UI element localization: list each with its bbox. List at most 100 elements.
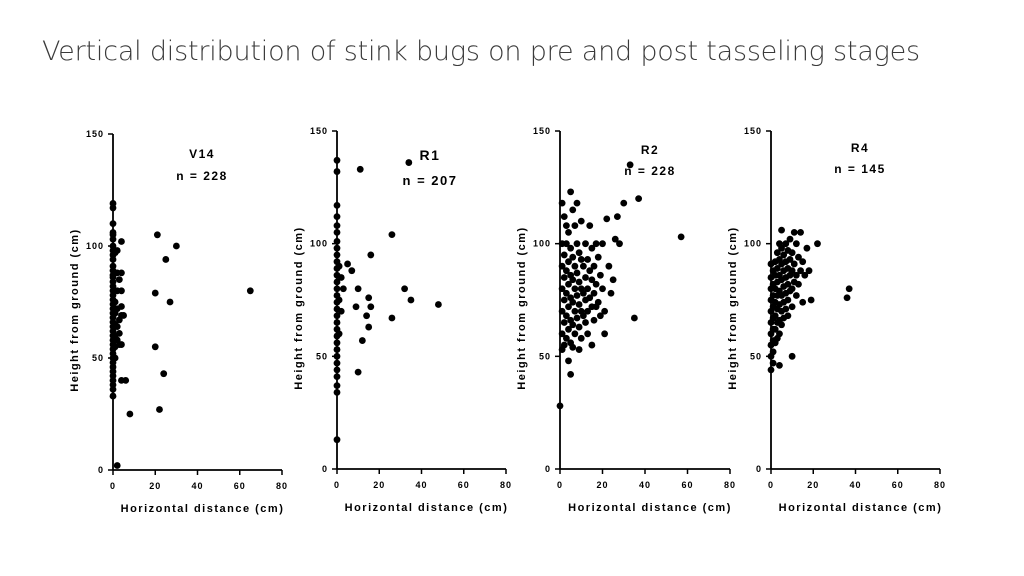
y-tick-label: 100 [744,239,762,249]
data-point [348,267,356,275]
data-point [401,285,408,293]
x-tick-label: 80 [276,481,288,491]
data-point [567,188,575,196]
data-point [782,305,790,313]
data-point [569,206,577,214]
data-point [584,256,592,263]
data-point [575,278,583,286]
data-point [120,312,127,319]
data-point [605,262,613,270]
x-tick-label: 20 [373,480,385,490]
data-point [333,278,341,286]
data-point [784,296,792,304]
data-point [575,346,583,353]
data-point [435,301,442,308]
panel-n-label: n = 145 [834,162,886,176]
data-point [584,330,592,338]
data-point [352,303,360,311]
data-point [333,339,341,347]
data-point [584,307,592,315]
data-point [556,402,564,410]
data-point [788,352,796,360]
data-point [795,280,802,288]
data-point [773,265,781,272]
y-tick-label: 50 [750,351,762,361]
data-point [122,377,130,384]
data-point [126,410,134,418]
data-point [567,370,575,378]
data-point [118,303,125,310]
data-point [565,303,572,311]
data-point [773,249,781,257]
data-point [111,298,119,306]
data-point [337,307,345,315]
data-point [335,330,343,338]
data-point [333,359,341,367]
data-point [246,287,254,295]
data-point [769,359,777,367]
data-point [807,296,815,304]
data-point [109,235,117,243]
data-point [573,314,581,322]
panel-n-label: n = 228 [624,164,676,178]
data-point [562,334,570,342]
x-tick-label: 20 [807,480,819,490]
x-tick-label: 80 [500,480,512,490]
data-point [339,285,347,293]
x-tick-label: 60 [681,480,693,490]
data-point [405,159,413,166]
data-point [611,235,619,243]
y-tick-label: 150 [533,126,551,136]
y-axis-label: Height from ground (cm) [69,228,81,391]
x-tick-label: 20 [596,480,608,490]
data-point [113,462,121,469]
data-point [115,329,123,337]
x-tick-label: 40 [415,480,427,490]
data-point [160,370,168,378]
y-tick-label: 50 [92,353,104,363]
data-point [113,323,121,331]
chart-panel-v14: 0 20 40 60 80 0 50 100 150 Horizontal distance (c… [69,129,288,515]
chart-panel-r4: 0 20 40 60 80 0 50 100 150 Horizontal distance (c… [727,126,945,514]
data-point [790,260,798,268]
data-point [592,240,600,248]
data-point [586,222,594,230]
x-tick-label: 0 [768,480,774,490]
data-point [388,231,396,239]
data-point [786,256,794,263]
data-point [782,240,790,248]
data-point [596,312,604,320]
data-point [115,276,123,283]
data-point [118,341,125,348]
data-point [333,244,341,252]
data-point [579,312,587,320]
data-point [801,271,809,279]
data-point [577,256,585,263]
x-axis-label: Horizontal distance (cm) [345,502,509,514]
data-point [333,285,341,293]
data-point [109,256,117,263]
data-point [569,321,577,329]
chart-panel-r1: 0 20 40 60 80 0 50 100 150 Horizontal distance (c… [293,126,512,514]
data-point [333,382,341,390]
data-point [607,289,615,297]
data-point [109,385,117,393]
x-tick-label: 60 [892,480,904,490]
data-point [365,323,373,331]
data-point [584,285,592,293]
data-point [109,392,117,400]
data-point [569,276,577,284]
data-point [620,199,628,207]
data-point [613,213,621,221]
panel-stage-label: R4 [851,141,869,155]
data-point [109,220,117,228]
data-point [573,292,581,299]
slide-title: Vertical distribution of stink bugs on p… [42,36,920,67]
data-point [558,330,566,338]
data-point [333,168,341,175]
data-point [388,314,396,322]
data-point [799,298,807,306]
data-point [560,319,568,326]
y-tick-label: 150 [86,129,104,139]
data-point [599,240,606,248]
